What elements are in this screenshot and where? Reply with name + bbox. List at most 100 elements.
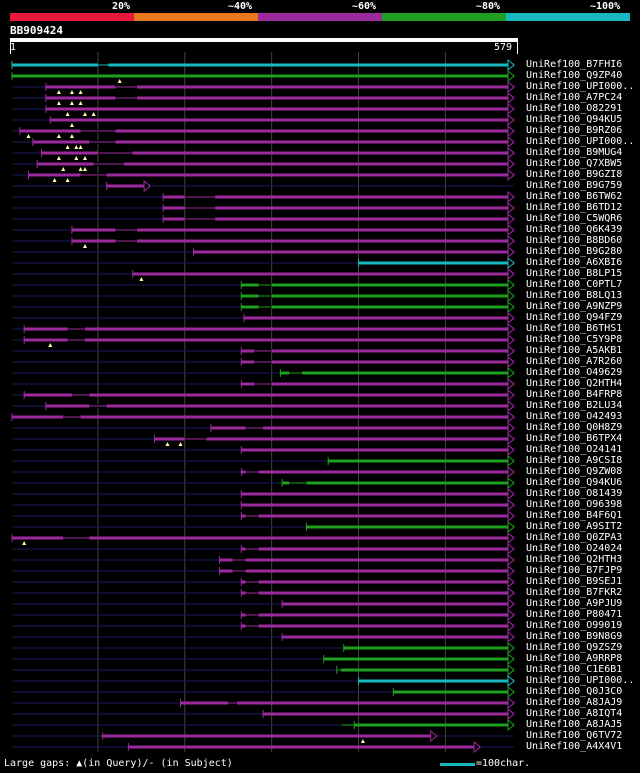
hit-end-arrow-icon — [507, 190, 515, 204]
hit-label-link[interactable]: UniRef100_Q2HTH3 — [526, 554, 623, 565]
hit-label-link[interactable]: UniRef100_O96398 — [526, 499, 623, 510]
hit-label-link[interactable]: UniRef100_B8LP15 — [526, 268, 623, 279]
hit-end-arrow-icon — [507, 630, 515, 644]
hit-label-link[interactable]: UniRef100_B9GZI8 — [526, 169, 623, 180]
hit-end-arrow-icon — [507, 652, 515, 666]
hit-label-link[interactable]: UniRef100_C5Y9P8 — [526, 334, 623, 345]
hit-label-link[interactable]: UniRef100_UPI000.. — [526, 675, 635, 686]
hit-label-link[interactable]: UniRef100_A6XBI6 — [526, 257, 623, 268]
hit-label-link[interactable]: UniRef100_O82291 — [526, 103, 623, 114]
hit-label-link[interactable]: UniRef100_A7R260 — [526, 356, 623, 367]
hit-label-link[interactable]: UniRef100_B6TPX4 — [526, 433, 623, 444]
scale-label-20: 20% — [112, 1, 131, 12]
hit-label-link[interactable]: UniRef100_Q94FZ9 — [526, 312, 623, 323]
hit-end-arrow-icon — [507, 608, 515, 622]
hit-label-link[interactable]: UniRef100_O24141 — [526, 444, 623, 455]
query-gap-marker-icon — [69, 101, 74, 105]
hit-label-link[interactable]: UniRef100_B6TD12 — [526, 202, 623, 213]
hit-label-link[interactable]: UniRef100_C0PTL7 — [526, 279, 623, 290]
hit-label-link[interactable]: UniRef100_O24024 — [526, 543, 623, 554]
hit-end-arrow-icon — [507, 91, 515, 105]
hit-end-arrow-icon — [507, 113, 515, 127]
hit-label-link[interactable]: UniRef100_A8IQT4 — [526, 708, 623, 719]
hit-end-arrow-icon — [507, 476, 515, 490]
hit-label-link[interactable]: UniRef100_Q6TV72 — [526, 730, 623, 741]
hit-label-link[interactable]: UniRef100_A8JAJ5 — [526, 719, 623, 730]
large-gaps-legend: Large gaps: ▲(in Query)/- (in Subject) — [4, 758, 233, 769]
hit-label-link[interactable]: UniRef100_B8LQ13 — [526, 290, 623, 301]
query-gap-marker-icon — [78, 90, 83, 94]
hit-label-link[interactable]: UniRef100_A9RRP8 — [526, 653, 623, 664]
hit-label-link[interactable]: UniRef100_Q7XBW5 — [526, 158, 623, 169]
hit-label-link[interactable]: UniRef100_B6TW62 — [526, 191, 623, 202]
hit-label-link[interactable]: UniRef100_B9SEJ1 — [526, 576, 623, 587]
hit-label-link[interactable]: UniRef100_Q2HTH4 — [526, 378, 623, 389]
query-gap-marker-icon — [65, 112, 70, 116]
hit-label-link[interactable]: UniRef100_B8BD60 — [526, 235, 623, 246]
hit-end-arrow-icon — [507, 410, 515, 424]
hit-label-link[interactable]: UniRef100_B7FHI6 — [526, 59, 623, 70]
hit-label-link[interactable]: UniRef100_O42493 — [526, 411, 623, 422]
hit-label-link[interactable]: UniRef100_Q9ZSZ9 — [526, 642, 623, 653]
hit-label-link[interactable]: UniRef100_A7PC24 — [526, 92, 623, 103]
hit-label-link[interactable]: UniRef100_B9MUG4 — [526, 147, 623, 158]
query-gap-marker-icon — [61, 167, 66, 171]
query-gap-marker-icon — [65, 178, 70, 182]
hit-label-link[interactable]: UniRef100_P80471 — [526, 609, 623, 620]
hit-label-link[interactable]: UniRef100_B9G280 — [526, 246, 623, 257]
hit-label-link[interactable]: UniRef100_UPI000.. — [526, 81, 635, 92]
hit-label-link[interactable]: UniRef100_B7FKR2 — [526, 587, 623, 598]
hit-label-link[interactable]: UniRef100_B9RZ06 — [526, 125, 623, 136]
hit-label-link[interactable]: UniRef100_C5WQR6 — [526, 213, 623, 224]
query-end-tick — [517, 42, 518, 54]
hit-end-arrow-icon — [507, 69, 515, 83]
hit-end-arrow-icon — [507, 619, 515, 633]
hit-label-link[interactable]: UniRef100_A9CSI8 — [526, 455, 623, 466]
hit-label-link[interactable]: UniRef100_B9G759 — [526, 180, 623, 191]
hit-label-link[interactable]: UniRef100_B6THS1 — [526, 323, 623, 334]
hit-label-link[interactable]: UniRef100_Q0H8Z9 — [526, 422, 623, 433]
color-scale-red — [10, 13, 134, 21]
hit-label-link[interactable]: UniRef100_Q94KU6 — [526, 477, 623, 488]
hit-end-arrow-icon — [507, 333, 515, 347]
hit-end-arrow-icon — [507, 674, 515, 688]
hit-label-link[interactable]: UniRef100_A8JAJ9 — [526, 697, 623, 708]
query-start-label: 1 — [10, 42, 17, 53]
color-scale-purple — [258, 13, 382, 21]
hit-label-link[interactable]: UniRef100_A4X4V1 — [526, 741, 623, 752]
hit-label-link[interactable]: UniRef100_A9PJU9 — [526, 598, 623, 609]
hit-label-link[interactable]: UniRef100_A5AKB1 — [526, 345, 623, 356]
hit-end-arrow-icon — [507, 575, 515, 589]
hit-label-link[interactable]: UniRef100_Q94KU5 — [526, 114, 623, 125]
hit-end-arrow-icon — [507, 223, 515, 237]
query-gap-marker-icon — [56, 90, 61, 94]
hit-end-arrow-icon — [507, 399, 515, 413]
hit-label-link[interactable]: UniRef100_A9NZP9 — [526, 301, 623, 312]
hit-end-arrow-icon — [507, 157, 515, 171]
hit-label-link[interactable]: UniRef100_Q9ZW08 — [526, 466, 623, 477]
hit-label-link[interactable]: UniRef100_Q9ZP40 — [526, 70, 623, 81]
hit-label-link[interactable]: UniRef100_C1E6B1 — [526, 664, 623, 675]
query-gap-marker-icon — [82, 167, 87, 171]
hit-label-link[interactable]: UniRef100_A9SIT2 — [526, 521, 623, 532]
query-gap-marker-icon — [82, 156, 87, 160]
hit-end-arrow-icon — [507, 388, 515, 402]
hit-end-arrow-icon — [507, 311, 515, 325]
hit-label-link[interactable]: UniRef100_O49629 — [526, 367, 623, 378]
hit-label-link[interactable]: UniRef100_Q6K439 — [526, 224, 623, 235]
query-gap-marker-icon — [22, 541, 27, 545]
hit-end-arrow-icon — [507, 718, 515, 732]
hit-label-link[interactable]: UniRef100_UPI000.. — [526, 136, 635, 147]
hit-label-link[interactable]: UniRef100_O81439 — [526, 488, 623, 499]
hit-label-link[interactable]: UniRef100_Q0ZPA3 — [526, 532, 623, 543]
hit-label-link[interactable]: UniRef100_B9N8G9 — [526, 631, 623, 642]
hit-label-link[interactable]: UniRef100_Q0J3C0 — [526, 686, 623, 697]
hit-end-arrow-icon — [507, 586, 515, 600]
hit-label-link[interactable]: UniRef100_B4F6Q1 — [526, 510, 623, 521]
hit-label-link[interactable]: UniRef100_B7FJP9 — [526, 565, 623, 576]
hit-end-arrow-icon — [507, 168, 515, 182]
hit-label-link[interactable]: UniRef100_B4FRP8 — [526, 389, 623, 400]
query-gap-marker-icon — [165, 442, 170, 446]
hit-label-link[interactable]: UniRef100_B2LU34 — [526, 400, 623, 411]
hit-label-link[interactable]: UniRef100_O99019 — [526, 620, 623, 631]
